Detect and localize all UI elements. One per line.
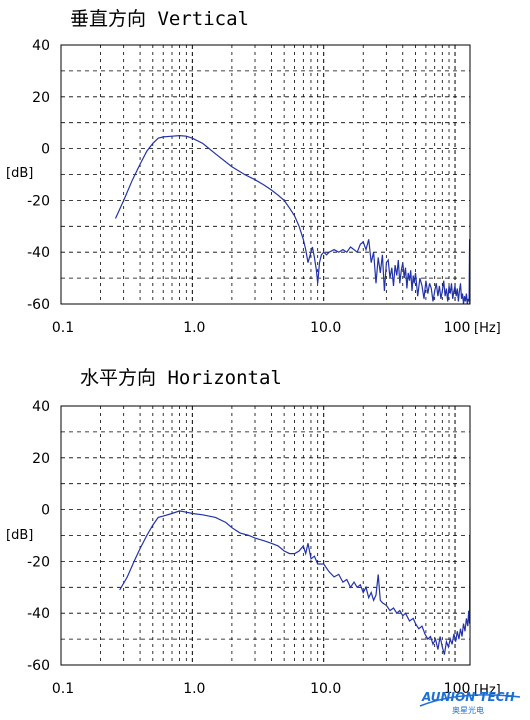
plot-frame xyxy=(60,44,471,305)
x-tick-label: 100 xyxy=(444,320,471,336)
y-tick-label: 20 xyxy=(32,451,50,467)
x-tick-label: 1.0 xyxy=(183,320,205,336)
x-tick-label: 0.1 xyxy=(52,320,74,336)
y-tick-labels: 40 20 0 -20 -40 -60 xyxy=(27,38,50,313)
y-tick-label: 40 xyxy=(32,38,50,54)
y-tick-labels: 40 20 0 -20 -40 -60 xyxy=(27,399,50,674)
grid xyxy=(61,406,470,665)
vertical-chart: 垂直方向 Vertical 40 20 0 -20 -40 -60 0.1 1.0 10.0 1… xyxy=(6,8,501,336)
chart-title: 垂直方向 Vertical xyxy=(70,8,249,30)
logo-swoosh xyxy=(419,694,521,707)
y-tick-label: -40 xyxy=(27,606,50,622)
grid xyxy=(61,45,470,304)
x-tick-label: 10.0 xyxy=(310,320,341,336)
x-tick-labels: 0.1 1.0 10.0 100 xyxy=(52,320,471,336)
y-tick-label: -40 xyxy=(27,245,50,261)
y-tick-label: 0 xyxy=(41,503,50,519)
y-tick-label: -20 xyxy=(27,554,50,570)
company-logo: AUNION TECH 奥星光电 xyxy=(419,690,521,715)
horizontal-chart: 水平方向 Horizontal 40 20 0 -20 -40 -60 0.1 1.0 10.… xyxy=(6,367,501,698)
y-tick-label: 40 xyxy=(32,399,50,415)
plot-frame xyxy=(60,405,471,666)
logo-text: AUNION TECH xyxy=(421,690,515,704)
x-tick-label: 100 xyxy=(444,681,471,697)
logo-subtext: 奥星光电 xyxy=(452,705,484,715)
series-line xyxy=(114,134,471,305)
y-tick-label: 20 xyxy=(32,90,50,106)
series-line xyxy=(119,510,471,655)
y-axis-unit: [dB] xyxy=(6,528,33,543)
y-axis-unit: [dB] xyxy=(6,166,33,181)
y-tick-label: 0 xyxy=(41,142,50,158)
x-axis-unit: [Hz] xyxy=(474,321,501,336)
y-tick-label: -60 xyxy=(27,658,50,674)
x-tick-label: 10.0 xyxy=(310,681,341,697)
chart-title: 水平方向 Horizontal xyxy=(80,367,282,389)
x-tick-label: 0.1 xyxy=(52,681,74,697)
y-tick-label: -60 xyxy=(27,297,50,313)
x-tick-labels: 0.1 1.0 10.0 100 xyxy=(52,681,471,697)
y-tick-label: -20 xyxy=(27,193,50,209)
x-tick-label: 1.0 xyxy=(183,681,205,697)
